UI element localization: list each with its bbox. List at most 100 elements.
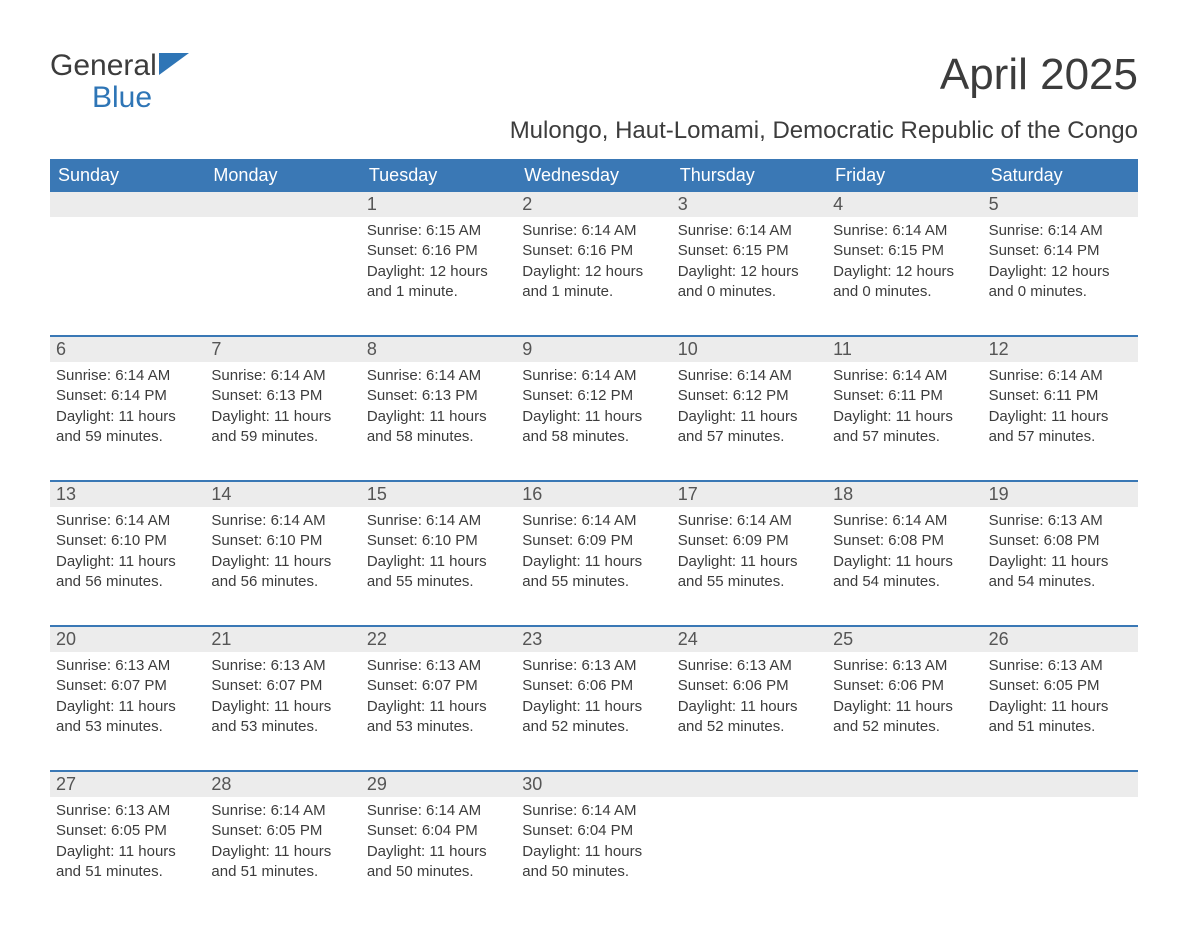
- daylight-line-1: Daylight: 11 hours: [367, 407, 510, 427]
- week-row: 27282930Sunrise: 6:13 AMSunset: 6:05 PMD…: [50, 770, 1138, 897]
- day-number: 28: [205, 772, 360, 797]
- day-cell: Sunrise: 6:14 AMSunset: 6:15 PMDaylight:…: [827, 217, 982, 317]
- day-number: 2: [516, 192, 671, 217]
- day-cell: Sunrise: 6:15 AMSunset: 6:16 PMDaylight:…: [361, 217, 516, 317]
- day-number-row: 20212223242526: [50, 627, 1138, 652]
- daylight-line-2: and 51 minutes.: [56, 862, 199, 882]
- day-cell: [50, 217, 205, 317]
- daylight-line-2: and 52 minutes.: [522, 717, 665, 737]
- day-number: [50, 192, 205, 217]
- sunset-line: Sunset: 6:04 PM: [367, 821, 510, 841]
- sunrise-line: Sunrise: 6:13 AM: [56, 801, 199, 821]
- sunset-line: Sunset: 6:09 PM: [678, 531, 821, 551]
- daylight-line-2: and 51 minutes.: [989, 717, 1132, 737]
- day-cell: Sunrise: 6:13 AMSunset: 6:05 PMDaylight:…: [983, 652, 1138, 752]
- daylight-line-2: and 55 minutes.: [367, 572, 510, 592]
- sunset-line: Sunset: 6:11 PM: [833, 386, 976, 406]
- daylight-line-1: Daylight: 11 hours: [678, 407, 821, 427]
- sunrise-line: Sunrise: 6:14 AM: [678, 366, 821, 386]
- day-number-row: 27282930: [50, 772, 1138, 797]
- day-number: [672, 772, 827, 797]
- day-cell: Sunrise: 6:14 AMSunset: 6:11 PMDaylight:…: [827, 362, 982, 462]
- sunrise-line: Sunrise: 6:14 AM: [367, 511, 510, 531]
- daylight-line-1: Daylight: 11 hours: [833, 552, 976, 572]
- dow-tuesday: Tuesday: [361, 159, 516, 192]
- day-of-week-header: Sunday Monday Tuesday Wednesday Thursday…: [50, 159, 1138, 192]
- day-number-row: 12345: [50, 192, 1138, 217]
- daylight-line-1: Daylight: 11 hours: [211, 407, 354, 427]
- daylight-line-2: and 57 minutes.: [989, 427, 1132, 447]
- day-cell: Sunrise: 6:14 AMSunset: 6:10 PMDaylight:…: [205, 507, 360, 607]
- sunrise-line: Sunrise: 6:14 AM: [56, 366, 199, 386]
- daylight-line-1: Daylight: 11 hours: [989, 552, 1132, 572]
- sunrise-line: Sunrise: 6:14 AM: [678, 221, 821, 241]
- daylight-line-2: and 59 minutes.: [56, 427, 199, 447]
- sunset-line: Sunset: 6:11 PM: [989, 386, 1132, 406]
- day-number: [827, 772, 982, 797]
- sunrise-line: Sunrise: 6:13 AM: [678, 656, 821, 676]
- day-number: 11: [827, 337, 982, 362]
- sunrise-line: Sunrise: 6:13 AM: [211, 656, 354, 676]
- day-number: 4: [827, 192, 982, 217]
- daylight-line-2: and 55 minutes.: [678, 572, 821, 592]
- daylight-line-2: and 54 minutes.: [833, 572, 976, 592]
- sunrise-line: Sunrise: 6:14 AM: [522, 511, 665, 531]
- daylight-line-2: and 0 minutes.: [833, 282, 976, 302]
- sunset-line: Sunset: 6:06 PM: [678, 676, 821, 696]
- daylight-line-1: Daylight: 11 hours: [56, 407, 199, 427]
- sunset-line: Sunset: 6:07 PM: [367, 676, 510, 696]
- day-number: 22: [361, 627, 516, 652]
- sunset-line: Sunset: 6:15 PM: [833, 241, 976, 261]
- logo-triangle-icon: [159, 50, 189, 82]
- daylight-line-1: Daylight: 12 hours: [367, 262, 510, 282]
- dow-monday: Monday: [205, 159, 360, 192]
- daylight-line-2: and 52 minutes.: [833, 717, 976, 737]
- sunset-line: Sunset: 6:09 PM: [522, 531, 665, 551]
- daylight-line-1: Daylight: 11 hours: [989, 407, 1132, 427]
- sunset-line: Sunset: 6:05 PM: [989, 676, 1132, 696]
- sunrise-line: Sunrise: 6:14 AM: [678, 511, 821, 531]
- daylight-line-2: and 53 minutes.: [367, 717, 510, 737]
- daylight-line-1: Daylight: 12 hours: [678, 262, 821, 282]
- sunrise-line: Sunrise: 6:13 AM: [833, 656, 976, 676]
- sunset-line: Sunset: 6:14 PM: [56, 386, 199, 406]
- sunrise-line: Sunrise: 6:14 AM: [833, 366, 976, 386]
- day-number: 15: [361, 482, 516, 507]
- daylight-line-1: Daylight: 11 hours: [211, 552, 354, 572]
- sunset-line: Sunset: 6:14 PM: [989, 241, 1132, 261]
- day-cell: [827, 797, 982, 897]
- daylight-line-1: Daylight: 11 hours: [367, 697, 510, 717]
- daylight-line-2: and 55 minutes.: [522, 572, 665, 592]
- day-cell: [205, 217, 360, 317]
- day-number: 6: [50, 337, 205, 362]
- day-cell: Sunrise: 6:14 AMSunset: 6:10 PMDaylight:…: [361, 507, 516, 607]
- day-cell: Sunrise: 6:14 AMSunset: 6:09 PMDaylight:…: [516, 507, 671, 607]
- sunset-line: Sunset: 6:05 PM: [211, 821, 354, 841]
- sunrise-line: Sunrise: 6:13 AM: [56, 656, 199, 676]
- day-number: [983, 772, 1138, 797]
- page: General Blue April 2025 Mulongo, Haut-Lo…: [0, 0, 1188, 937]
- sunset-line: Sunset: 6:16 PM: [522, 241, 665, 261]
- day-cell: Sunrise: 6:13 AMSunset: 6:05 PMDaylight:…: [50, 797, 205, 897]
- day-number: 1: [361, 192, 516, 217]
- daylight-line-2: and 57 minutes.: [833, 427, 976, 447]
- sunset-line: Sunset: 6:10 PM: [211, 531, 354, 551]
- daylight-line-2: and 0 minutes.: [989, 282, 1132, 302]
- sunset-line: Sunset: 6:06 PM: [522, 676, 665, 696]
- sunset-line: Sunset: 6:10 PM: [367, 531, 510, 551]
- sunrise-line: Sunrise: 6:14 AM: [367, 801, 510, 821]
- calendar: Sunday Monday Tuesday Wednesday Thursday…: [50, 159, 1138, 897]
- day-number: 20: [50, 627, 205, 652]
- sunset-line: Sunset: 6:12 PM: [678, 386, 821, 406]
- header: General Blue April 2025: [50, 50, 1138, 113]
- daylight-line-2: and 58 minutes.: [367, 427, 510, 447]
- day-cell: Sunrise: 6:13 AMSunset: 6:07 PMDaylight:…: [50, 652, 205, 752]
- logo: General Blue: [50, 50, 189, 113]
- daylight-line-2: and 58 minutes.: [522, 427, 665, 447]
- sunrise-line: Sunrise: 6:13 AM: [522, 656, 665, 676]
- day-number: 27: [50, 772, 205, 797]
- daylight-line-2: and 50 minutes.: [522, 862, 665, 882]
- sunset-line: Sunset: 6:08 PM: [833, 531, 976, 551]
- sunrise-line: Sunrise: 6:14 AM: [211, 511, 354, 531]
- day-cell: Sunrise: 6:14 AMSunset: 6:05 PMDaylight:…: [205, 797, 360, 897]
